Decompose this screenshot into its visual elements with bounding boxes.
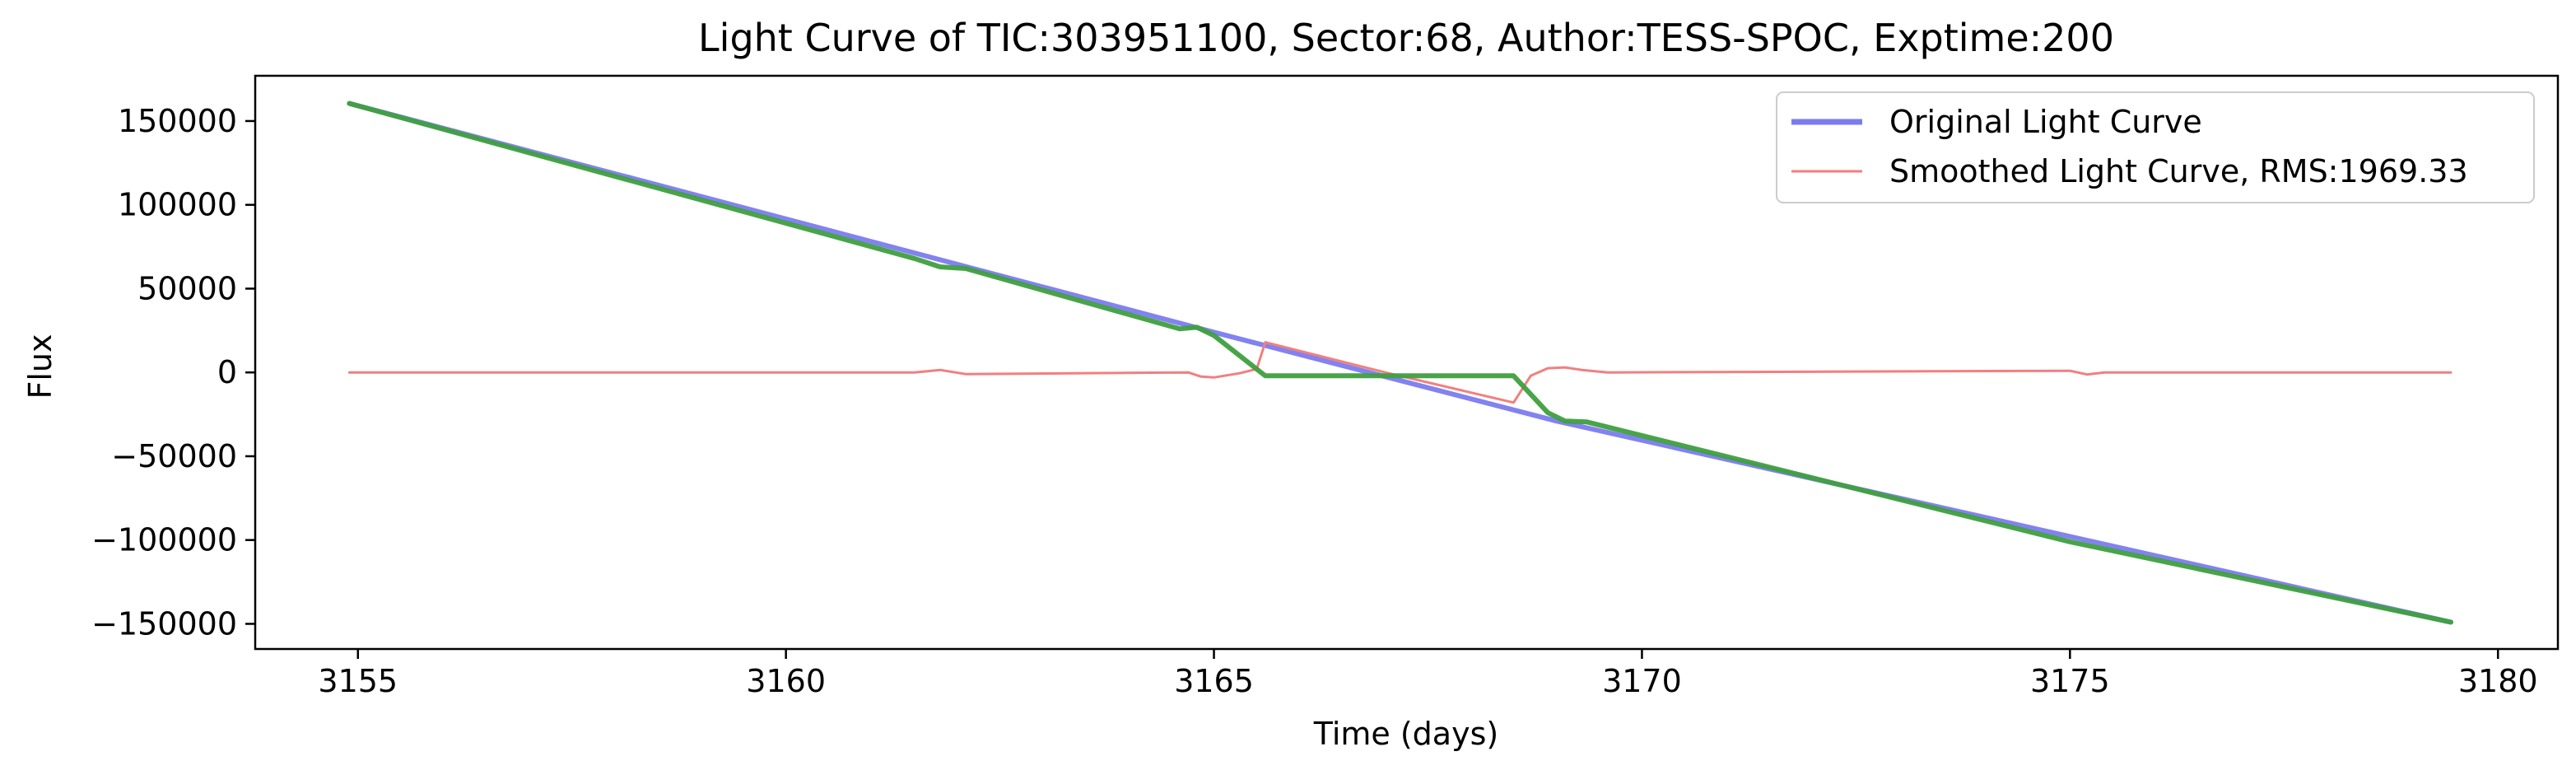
legend-label-smoothed: Smoothed Light Curve, RMS:1969.33 — [1889, 153, 2468, 189]
chart-title: Light Curve of TIC:303951100, Sector:68,… — [698, 16, 2114, 60]
y-tick-label: 150000 — [118, 103, 237, 139]
x-tick-label: 3160 — [746, 663, 826, 699]
x-tick-label: 3180 — [2458, 663, 2538, 699]
x-tick-label: 3165 — [1174, 663, 1254, 699]
x-axis-ticks: 3155 3160 3165 3170 3175 3180 — [318, 649, 2538, 699]
y-tick-label: 100000 — [118, 187, 237, 223]
y-axis-ticks: 150000 100000 50000 0 −50000 −100000 −150000 — [91, 103, 255, 642]
y-axis-label: Flux — [22, 334, 58, 399]
legend-box — [1776, 91, 2535, 203]
plot-frame — [254, 74, 2560, 651]
y-tick-label: 0 — [217, 354, 237, 390]
series-line-2 — [347, 100, 2453, 625]
y-tick-label: −100000 — [91, 522, 237, 558]
y-tick-label: 50000 — [137, 270, 237, 306]
legend-label-original: Original Light Curve — [1889, 104, 2202, 140]
x-tick-label: 3155 — [318, 663, 398, 699]
y-tick-label: −50000 — [111, 438, 237, 474]
series-layer — [347, 100, 2453, 625]
legend: Original Light Curve Smoothed Light Curv… — [1776, 91, 2535, 203]
x-tick-label: 3175 — [2030, 663, 2110, 699]
plot-area — [254, 74, 2560, 651]
x-axis-label: Time (days) — [1313, 716, 1498, 752]
x-tick-label: 3170 — [1602, 663, 1682, 699]
series-line-1 — [347, 341, 2453, 404]
y-tick-label: −150000 — [91, 605, 237, 642]
